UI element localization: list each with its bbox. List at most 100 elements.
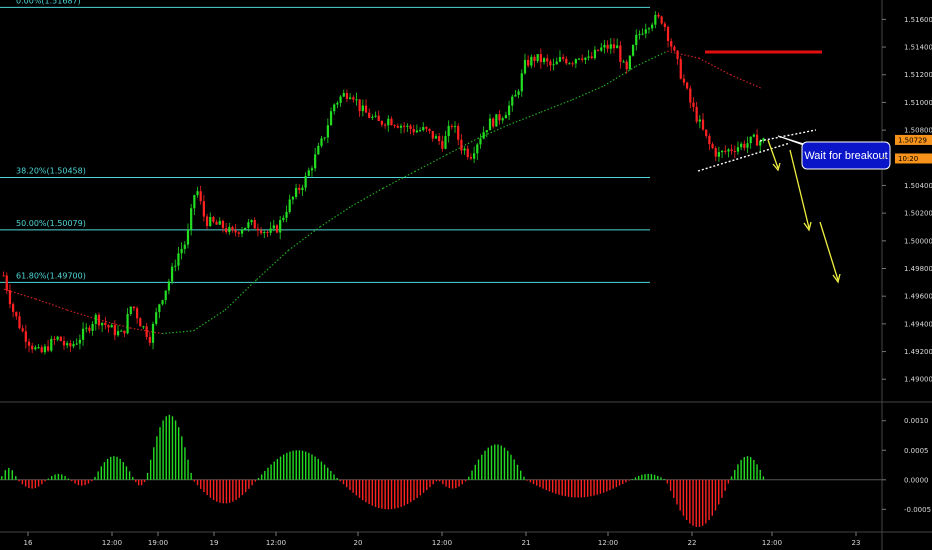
candle-body	[212, 217, 215, 222]
candle	[625, 59, 628, 74]
candle	[101, 322, 104, 333]
candle-body	[59, 336, 62, 342]
moving-average	[3, 50, 763, 335]
candle	[352, 95, 355, 103]
candle	[647, 26, 651, 34]
candle	[587, 49, 590, 61]
candle	[15, 311, 18, 320]
ma-segment	[730, 74, 763, 90]
candle	[749, 136, 752, 149]
candle-body	[590, 56, 593, 59]
candle-body	[530, 56, 533, 66]
price-tick-label: 1.49600	[904, 293, 932, 301]
candle	[50, 335, 53, 353]
price-tick-label: 1.49400	[904, 320, 932, 328]
ma-segment	[477, 124, 510, 139]
candle-body	[81, 328, 85, 340]
candle	[120, 329, 123, 332]
candle	[37, 344, 40, 349]
candle-body	[654, 14, 657, 25]
candle	[701, 113, 705, 131]
fib-label-2: 50.00%(1.50079)	[16, 219, 86, 228]
candle-body	[685, 82, 689, 89]
candle-body	[562, 57, 565, 59]
candle-body	[485, 130, 488, 133]
breakout-callout[interactable]: Wait for breakout	[777, 135, 891, 170]
candle-body	[673, 46, 676, 51]
candle	[307, 167, 310, 177]
candle	[453, 121, 457, 133]
candle	[355, 92, 358, 106]
candle-body	[460, 139, 463, 151]
time-tick-label: 12:00	[598, 539, 618, 547]
candle	[571, 61, 574, 67]
current-price-tags: 1.50729 10:20	[895, 134, 932, 164]
candle-body	[209, 217, 212, 226]
candle-body	[97, 314, 101, 326]
candle-body	[549, 61, 552, 66]
candle	[253, 217, 256, 229]
candle-body	[256, 228, 260, 231]
candle-body	[304, 175, 307, 188]
candle-body	[301, 187, 304, 191]
candle-body	[307, 170, 310, 176]
candle	[62, 336, 66, 350]
ma-segment	[193, 309, 226, 332]
candle	[27, 338, 31, 353]
candle-body	[107, 325, 110, 328]
candle	[126, 308, 129, 335]
candle-body	[409, 125, 412, 129]
candle-body	[606, 44, 609, 49]
candle-body	[638, 34, 641, 36]
candle-body	[390, 118, 393, 126]
candle	[323, 137, 326, 141]
candle-body	[581, 58, 584, 60]
candle-body	[104, 322, 107, 326]
candle	[21, 324, 24, 333]
candle-body	[164, 290, 167, 301]
candle	[568, 62, 571, 65]
candle	[174, 259, 177, 272]
candle	[151, 321, 155, 350]
ma-segment	[224, 279, 258, 311]
candle-body	[31, 345, 34, 350]
candle	[40, 344, 43, 354]
candle-body	[190, 208, 193, 230]
candle	[234, 224, 237, 237]
candle	[415, 124, 418, 133]
ma-segment	[603, 65, 636, 87]
candle	[142, 325, 145, 330]
candle-body	[625, 61, 628, 70]
candle	[682, 74, 686, 86]
annotations: Wait for breakout	[697, 50, 891, 284]
candle	[275, 223, 279, 234]
candle	[641, 28, 644, 36]
candle	[727, 148, 730, 158]
candle-body	[657, 14, 660, 17]
candle-body	[514, 94, 517, 97]
candle	[698, 115, 701, 129]
candle	[91, 321, 94, 336]
candlesticks	[2, 11, 765, 355]
candle-body	[749, 136, 752, 144]
candle	[371, 114, 374, 121]
candle	[590, 52, 593, 60]
candle-body	[692, 102, 695, 107]
candle	[552, 58, 555, 71]
candle-body	[415, 130, 418, 133]
candle-body	[234, 230, 237, 233]
candle	[517, 89, 520, 99]
fib-label-3: 61.80%(1.49700)	[16, 271, 86, 280]
candle	[431, 130, 434, 142]
candle-body	[523, 59, 527, 74]
candle	[689, 85, 692, 109]
candle-body	[762, 138, 765, 142]
candle	[488, 114, 492, 131]
candle	[183, 241, 186, 254]
candle	[631, 44, 635, 57]
candle-body	[218, 220, 221, 225]
candle-body	[266, 232, 269, 234]
ma-segment	[635, 50, 668, 67]
